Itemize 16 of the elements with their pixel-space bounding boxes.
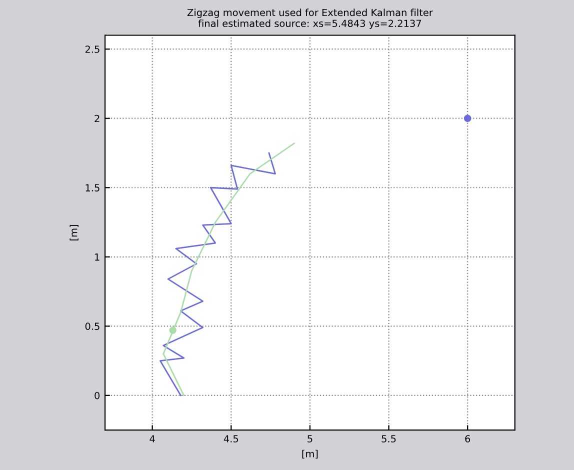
y-tick-label: 0 [94,392,100,400]
y-tick-label: 0.5 [85,322,100,330]
line-series [162,142,295,396]
x-tick-label: 6 [465,435,470,442]
x-tick-label: 4 [150,435,155,442]
line-series [160,152,276,396]
y-tick-label: 2 [94,114,100,122]
chart-title: Zigzag movement used for Extended Kalman filter final estimated source: xs=5.4843 ys=2.2137 [187,8,433,29]
x-tick-label: 5 [308,435,312,442]
y-tick-label: 1 [95,254,100,261]
y-tick-label: 1.5 [86,184,100,192]
x-tick-label: 5.5 [382,435,396,442]
x-axis-title: [m] [302,450,318,459]
x-tick-label: 4.5 [224,435,238,442]
y-axis-title: [m] [70,224,78,240]
y-tick-label: 2.5 [85,46,100,53]
